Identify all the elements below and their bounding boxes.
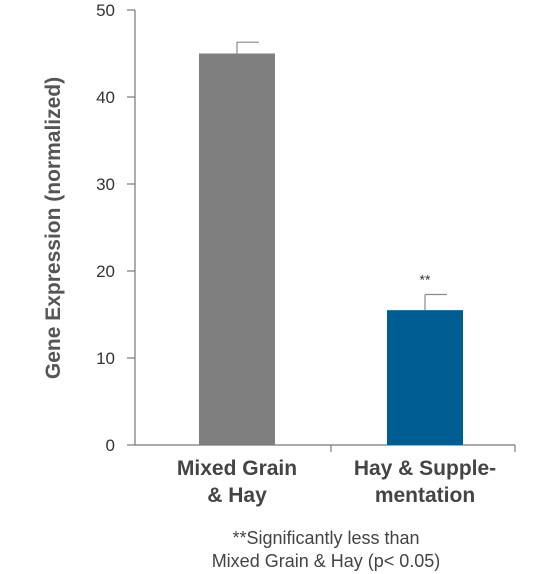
y-tick-label: 10 [96,349,115,368]
footnote-line-2: Mixed Grain & Hay (p< 0.05) [212,551,441,571]
category-labels: Mixed Grain & Hay Hay & Supple-mentation [177,457,496,507]
x-tick-label: mentation [375,484,475,507]
y-tick-label: 30 [96,175,115,194]
significance-label: ** [420,271,431,287]
bar [387,310,463,445]
y-tick-label: 40 [96,88,115,107]
x-tick-label: & Hay [207,484,267,507]
bars: ** [199,41,463,445]
y-tick-label: 0 [106,436,115,455]
y-tick-label: 50 [96,1,115,20]
footnote-line-1: **Significantly less than [232,528,419,548]
y-axis-title: Gene Expression (normalized) [42,77,65,379]
x-tick-label: Hay & Supple- [354,457,496,480]
y-tick-label: 20 [96,262,115,281]
bar [199,53,275,445]
axes: 0 10 20 30 40 50 [96,1,516,455]
x-tick-label: Mixed Grain [177,457,297,480]
